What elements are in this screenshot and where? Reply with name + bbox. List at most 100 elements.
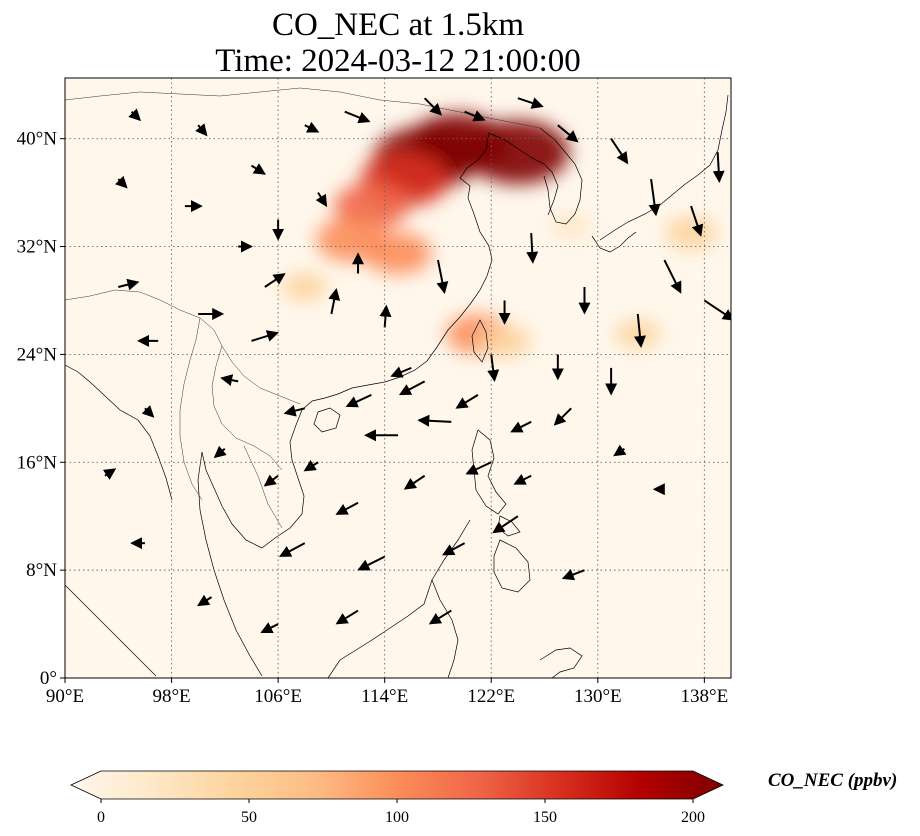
lon-tick-label: 138°E [681, 686, 729, 707]
wind-vector-10 [703, 299, 731, 321]
wind-vector-44 [141, 405, 155, 418]
wind-vector-22 [264, 273, 286, 288]
lon-tick-label: 130°E [574, 686, 622, 707]
coastline-kyushu [591, 231, 637, 253]
wind-vector-36 [492, 515, 519, 534]
lat-tick-label: 40°N [17, 129, 58, 150]
lon-tick-label: 106°E [254, 686, 302, 707]
coastline-sumatra [65, 584, 157, 677]
lon-tick-label: 98°E [152, 686, 190, 707]
coastline-gulf-thailand [201, 451, 263, 549]
colorbar-tick-label: 150 [533, 809, 557, 826]
wind-vector-27 [417, 414, 452, 427]
wind-vector-31 [403, 474, 426, 490]
wind-vector-28 [510, 420, 532, 433]
lat-tick-label: 32°N [17, 237, 58, 258]
wind-vector-61 [513, 473, 532, 485]
colorbar-tick-label: 0 [97, 809, 105, 826]
wind-vector-59 [613, 444, 627, 457]
coastline-vietnam [261, 400, 313, 549]
wind-vector-35 [442, 542, 466, 556]
coastlines [65, 94, 729, 678]
wind-vector-25 [436, 259, 449, 294]
wind-vector-56 [379, 304, 392, 328]
wind-vector-52 [195, 123, 208, 137]
wind-vector-4 [557, 124, 579, 143]
coastline-mindanao [493, 539, 531, 593]
co-plume-10 [281, 272, 328, 302]
coastline-hainan [313, 407, 341, 433]
wind-vector-34 [357, 555, 386, 571]
coastline-sulawesi [539, 647, 583, 678]
wind-vector-6 [648, 178, 661, 217]
wind-vector-37 [561, 568, 585, 581]
wind-vector-66 [251, 330, 279, 342]
lon-tick-label: 122°E [467, 686, 515, 707]
co-concentration-field [281, 113, 718, 358]
wind-vector-51 [315, 192, 328, 208]
co-plume-6 [364, 232, 432, 275]
wind-vector-8 [712, 152, 725, 183]
wind-vector-49 [250, 163, 266, 175]
lat-tick-label: 16°N [17, 452, 58, 473]
colorbar-tick-label: 100 [385, 809, 409, 826]
wind-vector-30 [465, 461, 492, 475]
wind-vector-48 [114, 175, 128, 189]
coastline-korea [539, 127, 583, 225]
coastline-borneo [327, 578, 459, 678]
wind-vector-54 [304, 121, 320, 133]
wind-vector-9 [663, 259, 682, 294]
wind-vector-38 [428, 609, 452, 625]
lon-tick-label: 114°E [361, 686, 408, 707]
co-plume-11 [664, 216, 718, 250]
co-plume-12 [549, 213, 593, 240]
wind-vector-16 [345, 393, 372, 408]
coastline-china-east [311, 132, 493, 402]
wind-vector-46 [263, 474, 279, 487]
colorbar-label: CO_NEC (ppbv) [768, 770, 898, 791]
coastline-japan [599, 94, 729, 241]
wind-vector-64 [455, 394, 479, 409]
wind-vector-45 [213, 445, 227, 459]
wind-vector-11 [633, 313, 646, 348]
wind-vector-20 [118, 278, 140, 291]
colorbar: 0 50 100 150 200 [70, 770, 724, 826]
wind-vector-53 [128, 108, 142, 122]
lat-tick-label: 24°N [17, 344, 58, 365]
chart-subtitle: Time: 2024-03-12 21:00:00 [215, 43, 581, 79]
wind-vector-39 [335, 609, 359, 625]
wind-vector-33 [278, 542, 306, 557]
wind-vector-43 [102, 468, 117, 480]
coastline-myanmar [65, 364, 173, 501]
lat-tick-label: 8°N [26, 560, 57, 581]
wind-vector-17 [283, 404, 306, 417]
colorbar-tick-label: 50 [241, 809, 257, 826]
lon-tick-label: 90°E [46, 686, 84, 707]
wind-vector-7 [690, 205, 704, 237]
lat-tick-label: 0° [40, 668, 57, 689]
wind-vector-23 [328, 287, 341, 315]
colorbar-tick-label: 200 [681, 809, 705, 826]
coastline-taiwan [471, 319, 489, 363]
wind-vector-0 [344, 110, 371, 124]
gridlines [65, 78, 731, 678]
co-plume-2 [466, 120, 570, 185]
wind-vector-41 [197, 594, 213, 607]
wind-vector-1 [423, 97, 443, 116]
wind-vector-32 [335, 501, 359, 515]
wind-vector-62 [303, 459, 319, 472]
wind-vector-26 [526, 233, 539, 264]
wind-vector-40 [260, 622, 279, 633]
lon-axis: 90°E 98°E 106°E 114°E 122°E 130°E 138°E [46, 678, 728, 707]
wind-vector-14 [487, 354, 500, 382]
wind-vector-18 [220, 374, 239, 387]
chart-title: CO_NEC at 1.5km [271, 7, 525, 43]
wind-vector-29 [553, 407, 572, 426]
wind-vector-3 [517, 97, 544, 109]
wind-vector-2 [464, 110, 486, 122]
wind-vector-5 [610, 138, 629, 165]
wind-vector-57 [390, 366, 412, 378]
coastline-bohai [488, 132, 559, 216]
lat-axis: 0° 8°N 16°N 24°N 32°N 40°N [17, 129, 65, 689]
